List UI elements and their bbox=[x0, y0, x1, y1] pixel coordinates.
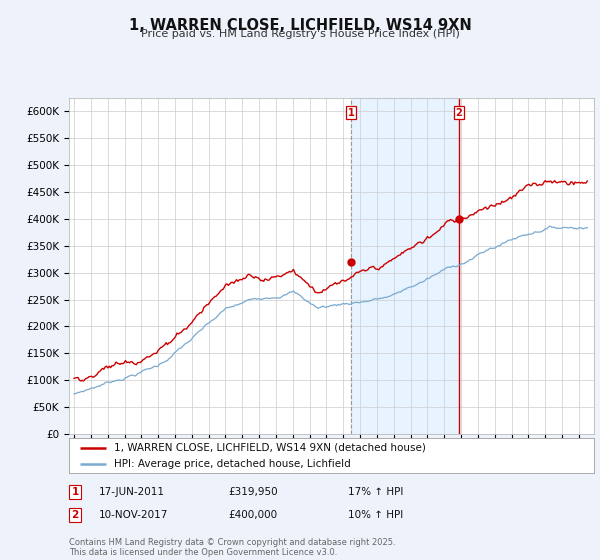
Text: 2: 2 bbox=[71, 510, 79, 520]
Text: 1: 1 bbox=[347, 108, 355, 118]
Text: 1: 1 bbox=[71, 487, 79, 497]
Text: Price paid vs. HM Land Registry's House Price Index (HPI): Price paid vs. HM Land Registry's House … bbox=[140, 29, 460, 39]
Text: £400,000: £400,000 bbox=[228, 510, 277, 520]
Text: 10-NOV-2017: 10-NOV-2017 bbox=[99, 510, 169, 520]
Bar bbox=[351, 98, 459, 434]
Text: 10% ↑ HPI: 10% ↑ HPI bbox=[348, 510, 403, 520]
Text: 17-JUN-2011: 17-JUN-2011 bbox=[99, 487, 165, 497]
Text: HPI: Average price, detached house, Lichfield: HPI: Average price, detached house, Lich… bbox=[113, 459, 350, 469]
Text: 1, WARREN CLOSE, LICHFIELD, WS14 9XN: 1, WARREN CLOSE, LICHFIELD, WS14 9XN bbox=[128, 18, 472, 33]
Text: Contains HM Land Registry data © Crown copyright and database right 2025.
This d: Contains HM Land Registry data © Crown c… bbox=[69, 538, 395, 557]
Text: 2: 2 bbox=[455, 108, 462, 118]
Text: 1, WARREN CLOSE, LICHFIELD, WS14 9XN (detached house): 1, WARREN CLOSE, LICHFIELD, WS14 9XN (de… bbox=[113, 443, 425, 453]
Text: £319,950: £319,950 bbox=[228, 487, 278, 497]
Text: 17% ↑ HPI: 17% ↑ HPI bbox=[348, 487, 403, 497]
